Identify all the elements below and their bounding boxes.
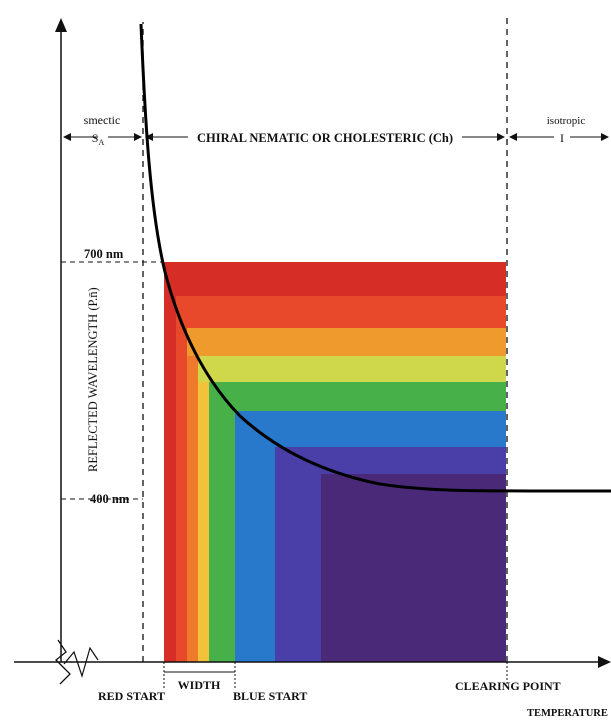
width-label: WIDTH bbox=[178, 678, 221, 692]
isotropic-label: isotropic bbox=[547, 115, 586, 127]
y-axis-arrowhead bbox=[55, 18, 67, 32]
x-axis-label: TEMPERATURE bbox=[527, 708, 608, 719]
smectic-label: smectic bbox=[84, 113, 121, 127]
y-axis-label: REFLECTED WAVELENGTH (P.n̄) bbox=[86, 287, 100, 472]
smectic-symbol: SA bbox=[92, 131, 105, 147]
axis-break-zigzag-icon bbox=[63, 646, 99, 679]
wavelength-curve bbox=[139, 23, 611, 493]
cholesteric-label: CHIRAL NEMATIC OR CHOLESTERIC (Ch) bbox=[197, 131, 453, 145]
y-tick-700nm: 700 nm bbox=[84, 247, 124, 261]
x-axis-arrowhead bbox=[598, 656, 611, 668]
blue-start-label: BLUE START bbox=[233, 689, 307, 703]
red-start-label: RED START bbox=[98, 689, 165, 703]
clearing-point-label: CLEARING POINT bbox=[455, 679, 561, 693]
y-tick-400nm: 400 nm bbox=[90, 492, 130, 506]
band-violet bbox=[321, 474, 506, 662]
axis-break-icon bbox=[55, 639, 71, 685]
band-stripes bbox=[164, 262, 506, 474]
isotropic-symbol: I bbox=[560, 131, 564, 145]
